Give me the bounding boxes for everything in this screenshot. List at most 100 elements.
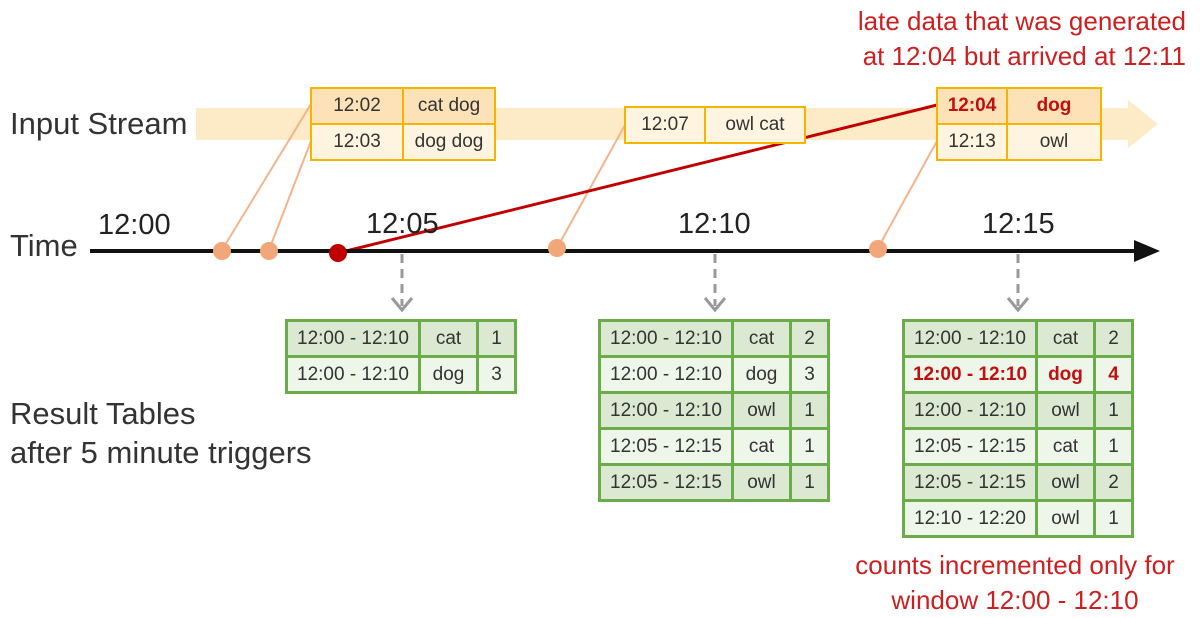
count-cell: 1 xyxy=(792,394,827,427)
word-cell: cat xyxy=(1038,322,1093,355)
count-cell: 1 xyxy=(479,322,514,355)
table-row: 12:05 - 12:15 cat 1 xyxy=(601,430,827,463)
result-table-1215: 12:00 - 12:10 cat 2 12:00 - 12:10 dog 4 … xyxy=(902,319,1134,538)
count-cell: 2 xyxy=(792,322,827,355)
arrival-dot xyxy=(548,239,566,257)
count-cell: 1 xyxy=(1096,430,1131,463)
event-words: owl xyxy=(1008,125,1100,159)
event-row: 12:13 owl xyxy=(938,123,1100,159)
event-words: dog xyxy=(1008,89,1100,123)
event-words: owl cat xyxy=(706,108,804,142)
late-data-note: late data that was generated at 12:04 bu… xyxy=(858,4,1186,74)
window-cell: 12:05 - 12:15 xyxy=(601,466,731,499)
arrival-dot xyxy=(260,242,278,260)
connector-line xyxy=(878,141,937,248)
connector-line xyxy=(557,125,625,248)
event-row-late: 12:04 dog xyxy=(938,89,1100,123)
result-table-1210: 12:00 - 12:10 cat 2 12:00 - 12:10 dog 3 … xyxy=(598,319,830,502)
table-row: 12:00 - 12:10 owl 1 xyxy=(905,394,1131,427)
table-row: 12:05 - 12:15 owl 2 xyxy=(905,466,1131,499)
window-cell: 12:00 - 12:10 xyxy=(905,394,1035,427)
table-row: 12:10 - 12:20 owl 1 xyxy=(905,502,1131,535)
input-stream-label: Input Stream xyxy=(10,106,187,142)
event-words: dog dog xyxy=(404,125,494,159)
word-cell: cat xyxy=(734,430,789,463)
word-cell: dog xyxy=(421,358,476,391)
result-table-1205: 12:00 - 12:10 cat 1 12:00 - 12:10 dog 3 xyxy=(285,319,517,394)
window-cell: 12:10 - 12:20 xyxy=(905,502,1035,535)
counts-note-line2: window 12:00 - 12:10 xyxy=(840,583,1190,618)
event-box: 12:07 owl cat xyxy=(624,106,806,144)
word-cell: owl xyxy=(734,466,789,499)
event-time: 12:02 xyxy=(312,89,404,123)
count-cell: 3 xyxy=(479,358,514,391)
connector-line xyxy=(269,141,311,250)
count-cell: 2 xyxy=(1096,322,1131,355)
tick-label-1200: 12:00 xyxy=(98,209,171,242)
event-box-late: 12:04 dog 12:13 owl xyxy=(936,87,1102,161)
tick-label-1210: 12:10 xyxy=(678,208,751,241)
word-cell: dog xyxy=(734,358,789,391)
table-row: 12:05 - 12:15 cat 1 xyxy=(905,430,1131,463)
window-cell: 12:05 - 12:15 xyxy=(905,430,1035,463)
window-cell: 12:00 - 12:10 xyxy=(905,358,1035,391)
count-cell: 3 xyxy=(792,358,827,391)
event-words: cat dog xyxy=(404,89,494,123)
trigger-arrow-1210 xyxy=(705,254,725,310)
counts-note-line1: counts incremented only for xyxy=(840,548,1190,583)
word-cell: cat xyxy=(421,322,476,355)
result-tables-label-line1: Result Tables xyxy=(10,395,312,434)
window-cell: 12:05 - 12:15 xyxy=(601,430,731,463)
word-cell: owl xyxy=(1038,466,1093,499)
table-row-highlight: 12:00 - 12:10 dog 4 xyxy=(905,358,1131,391)
result-tables-label: Result Tables after 5 minute triggers xyxy=(10,395,312,473)
count-cell: 2 xyxy=(1096,466,1131,499)
event-row: 12:02 cat dog xyxy=(312,89,494,123)
table-row: 12:00 - 12:10 owl 1 xyxy=(601,394,827,427)
window-cell: 12:00 - 12:10 xyxy=(601,394,731,427)
arrival-dot xyxy=(213,242,231,260)
table-row: 12:00 - 12:10 dog 3 xyxy=(288,358,514,391)
event-time: 12:13 xyxy=(938,125,1008,159)
word-cell: dog xyxy=(1038,358,1093,391)
word-cell: cat xyxy=(734,322,789,355)
event-time: 12:03 xyxy=(312,125,404,159)
count-cell: 1 xyxy=(1096,394,1131,427)
table-row: 12:00 - 12:10 dog 3 xyxy=(601,358,827,391)
event-time: 12:04 xyxy=(938,89,1008,123)
word-cell: owl xyxy=(1038,394,1093,427)
count-cell: 1 xyxy=(792,466,827,499)
tick-label-1205: 12:05 xyxy=(366,208,439,241)
arrival-dot xyxy=(869,240,887,258)
result-tables-label-line2: after 5 minute triggers xyxy=(10,434,312,473)
window-cell: 12:00 - 12:10 xyxy=(905,322,1035,355)
trigger-arrow-1215 xyxy=(1008,254,1028,310)
window-cell: 12:00 - 12:10 xyxy=(288,358,418,391)
event-row: 12:03 dog dog xyxy=(312,123,494,159)
window-cell: 12:00 - 12:10 xyxy=(601,358,731,391)
counts-note: counts incremented only for window 12:00… xyxy=(840,548,1190,618)
word-cell: owl xyxy=(1038,502,1093,535)
window-cell: 12:00 - 12:10 xyxy=(288,322,418,355)
time-axis-arrowhead xyxy=(1134,240,1160,262)
table-row: 12:00 - 12:10 cat 1 xyxy=(288,322,514,355)
late-data-note-line2: at 12:04 but arrived at 12:11 xyxy=(858,39,1186,74)
tick-label-1215: 12:15 xyxy=(982,208,1055,241)
count-cell: 1 xyxy=(792,430,827,463)
table-row: 12:00 - 12:10 cat 2 xyxy=(905,322,1131,355)
count-cell: 4 xyxy=(1096,358,1131,391)
table-row: 12:05 - 12:15 owl 1 xyxy=(601,466,827,499)
time-label: Time xyxy=(10,228,78,264)
table-row: 12:00 - 12:10 cat 2 xyxy=(601,322,827,355)
window-cell: 12:00 - 12:10 xyxy=(601,322,731,355)
late-data-note-line1: late data that was generated xyxy=(858,4,1186,39)
trigger-arrow-1205 xyxy=(392,254,412,310)
word-cell: owl xyxy=(734,394,789,427)
event-box: 12:02 cat dog 12:03 dog dog xyxy=(310,87,496,161)
event-row: 12:07 owl cat xyxy=(626,108,804,142)
word-cell: cat xyxy=(1038,430,1093,463)
event-time: 12:07 xyxy=(626,108,706,142)
window-cell: 12:05 - 12:15 xyxy=(905,466,1035,499)
count-cell: 1 xyxy=(1096,502,1131,535)
late-arrival-dot xyxy=(329,244,347,262)
